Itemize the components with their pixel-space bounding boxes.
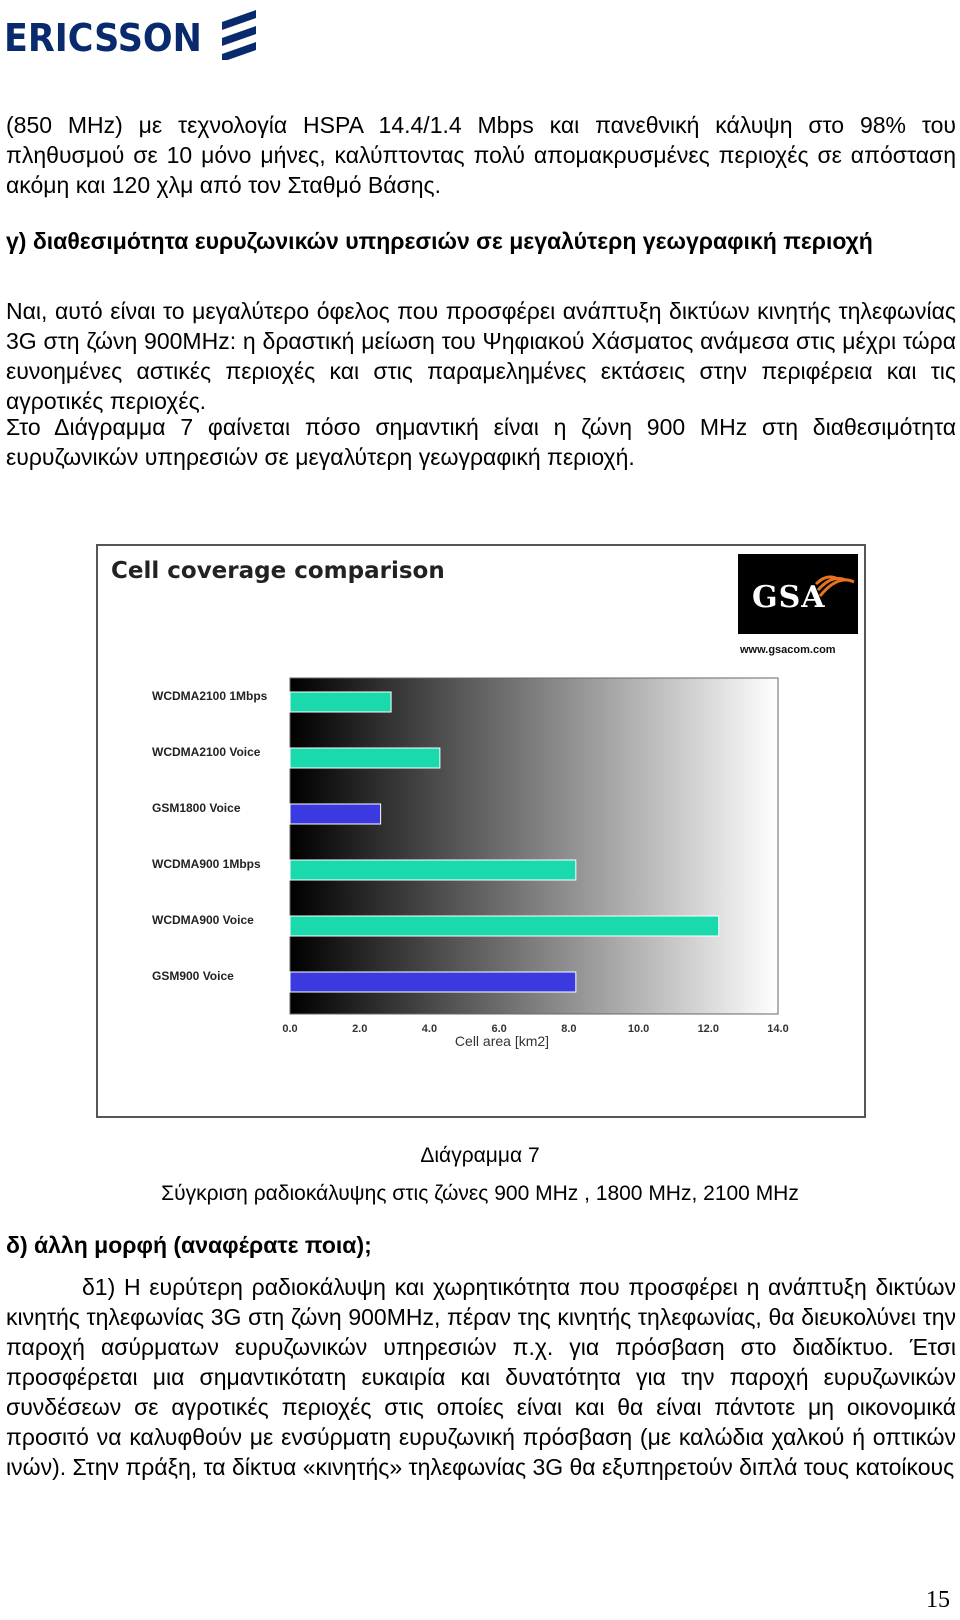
category-label: GSM1800 Voice	[152, 801, 241, 815]
gsa-waves-icon	[814, 575, 855, 597]
x-tick-label: 0.0	[282, 1023, 297, 1035]
x-tick-label: 10.0	[628, 1023, 649, 1035]
heading-d: δ) άλλη μορφή (αναφέρατε ποια);	[6, 1232, 372, 1258]
figure-caption: Σύγκριση ραδιοκάλυψης στις ζώνες 900 MHz…	[161, 1182, 799, 1205]
plot-background	[289, 677, 779, 1015]
figure-number: Διάγραμμα 7	[420, 1144, 540, 1167]
x-axis-label: Cell area [km2]	[455, 1033, 549, 1049]
bar-gsm900-voice	[289, 971, 577, 993]
bar-wcdma2100-1mbps	[289, 691, 392, 713]
page-number: 15	[926, 1587, 950, 1613]
paragraph-benefit: Ναι, αυτό είναι το μεγαλύτερο όφελος που…	[6, 298, 956, 414]
category-label: WCDMA2100 1Mbps	[152, 689, 268, 703]
paragraph-intro: (850 MHz) με τεχνολογία HSPA 14.4/1.4 Mb…	[6, 112, 956, 198]
ericsson-mark-icon	[222, 10, 256, 60]
category-label: GSM900 Voice	[152, 969, 234, 983]
logo-text: ERICSSON	[4, 16, 202, 60]
heading-c: γ) διαθεσιμότητα ευρυζωνικών υπηρεσιών σ…	[6, 228, 873, 254]
gsa-logo-text: GSA	[752, 580, 826, 615]
x-tick-label: 6.0	[491, 1023, 506, 1035]
chart-figure: Cell coverage comparison GSA www.gsacom.…	[96, 544, 866, 1118]
bar-chart: WCDMA2100 1Mbps WCDMA2100 Voice GSM1800 Vo…	[152, 677, 789, 1049]
category-label: WCDMA2100 Voice	[152, 745, 261, 759]
bar-wcdma900-1mbps	[289, 859, 577, 881]
category-label: WCDMA900 Voice	[152, 913, 254, 927]
bar-gsm1800-voice	[289, 803, 382, 825]
x-tick-label: 12.0	[698, 1023, 719, 1035]
x-tick-label: 2.0	[352, 1023, 367, 1035]
bar-wcdma900-voice	[289, 915, 720, 937]
ericsson-logo: ERICSSON	[4, 4, 264, 60]
paragraph-d1: δ1) Η ευρύτερη ραδιοκάλυψη και χωρητικότ…	[6, 1274, 956, 1480]
gsa-logo: GSA	[738, 554, 858, 634]
bar-wcdma2100-voice	[289, 747, 441, 769]
paragraph-diagram-ref: Στο Διάγραμμα 7 φαίνεται πόσο σημαντική …	[6, 414, 956, 470]
chart-title: Cell coverage comparison	[111, 558, 445, 584]
x-tick-label: 8.0	[561, 1023, 576, 1035]
x-tick-label: 4.0	[422, 1023, 437, 1035]
gsa-url: www.gsacom.com	[740, 644, 836, 656]
x-tick-label: 14.0	[767, 1023, 788, 1035]
category-label: WCDMA900 1Mbps	[152, 857, 261, 871]
